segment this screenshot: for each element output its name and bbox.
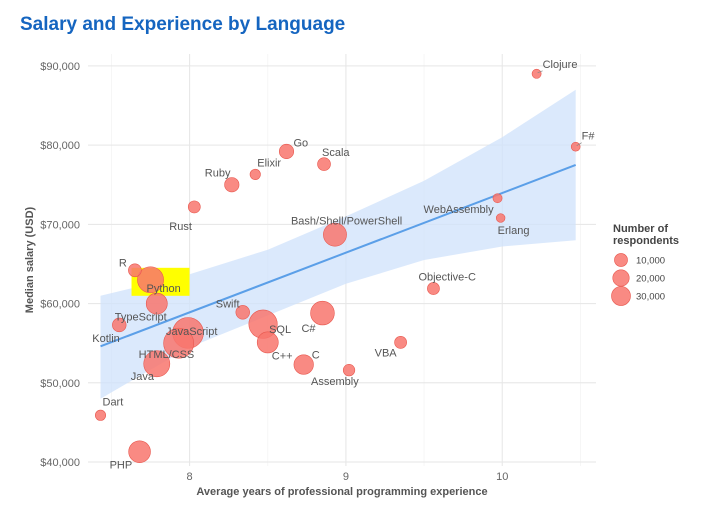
x-tick-label: 9 (343, 471, 349, 483)
legend-swatch (614, 253, 628, 267)
point-label: Bash/Shell/PowerShell (291, 216, 402, 228)
y-tick-label: $60,000 (40, 299, 80, 311)
y-tick-label: $40,000 (40, 457, 80, 469)
y-tick-label: $90,000 (40, 61, 80, 73)
point-bash-shell-powershell (323, 222, 347, 247)
point-label: C++ (272, 350, 293, 362)
point-label: Assembly (311, 376, 359, 388)
label-leader (576, 142, 582, 147)
y-axis-title: Median salary (USD) (24, 206, 36, 313)
point-erlang (495, 213, 506, 223)
point-label: Elixir (257, 157, 281, 169)
point-c- (310, 300, 335, 326)
y-tick-label: $50,000 (40, 378, 80, 390)
point-label: Clojure (543, 59, 578, 71)
point-ruby (224, 177, 240, 193)
point-swift (235, 305, 250, 320)
point-rust (187, 200, 201, 214)
point-label: Ruby (205, 168, 231, 180)
point-label: Dart (103, 396, 124, 408)
label-leader (537, 70, 543, 74)
point-scala (317, 157, 331, 171)
point-label: C (312, 350, 320, 362)
point-java (143, 350, 171, 378)
point-webassembly (492, 193, 503, 204)
point-kotlin (112, 317, 127, 333)
point-label: WebAssembly (424, 204, 495, 216)
legend-title: Number of (613, 223, 668, 235)
point-go (278, 143, 295, 159)
x-tick-label: 10 (496, 471, 508, 483)
point-label: Erlang (498, 225, 530, 237)
point-label: PHP (110, 460, 133, 472)
point-label: JavaScript (166, 326, 217, 338)
point-label: VBA (375, 347, 398, 359)
point-label: Python (147, 283, 181, 295)
legend-title: respondents (613, 235, 679, 247)
point-label: Rust (169, 221, 192, 233)
point-c- (256, 331, 279, 354)
point-label: F# (582, 131, 596, 143)
point-vba (394, 336, 407, 349)
point-label: Swift (216, 298, 240, 310)
chart-title: Salary and Experience by Language (20, 14, 346, 35)
point-dart (94, 409, 107, 421)
point-label: Go (294, 137, 309, 149)
legend-swatch (612, 269, 630, 287)
y-tick-label: $70,000 (40, 219, 80, 231)
point-f- (570, 141, 581, 152)
point-label: Objective-C (418, 272, 476, 284)
point-php (128, 440, 151, 463)
legend-label: 30,000 (636, 292, 665, 303)
point-label: TypeScript (115, 312, 167, 324)
y-tick-label: $80,000 (40, 140, 80, 152)
point-r (128, 263, 142, 278)
point-clojure (531, 68, 542, 79)
point-assembly (342, 364, 356, 377)
legend-label: 10,000 (636, 256, 665, 267)
legend-swatch (611, 286, 631, 306)
point-typescript (145, 292, 168, 315)
point-python (137, 266, 164, 294)
point-elixir (249, 168, 261, 180)
point-label: Java (131, 371, 155, 383)
point-label: SQL (269, 324, 291, 336)
point-label: R (119, 257, 127, 269)
point-label: C# (301, 323, 316, 335)
point-label: Scala (322, 147, 350, 159)
point-html-css (163, 327, 195, 359)
point-label: HTML/CSS (139, 349, 195, 361)
point-c (293, 354, 314, 375)
legend-label: 20,000 (636, 274, 665, 285)
x-tick-label: 8 (187, 471, 193, 483)
point-label: Kotlin (92, 333, 120, 345)
point-objective-c (427, 282, 440, 295)
x-axis-title: Average years of professional programmin… (196, 486, 487, 498)
